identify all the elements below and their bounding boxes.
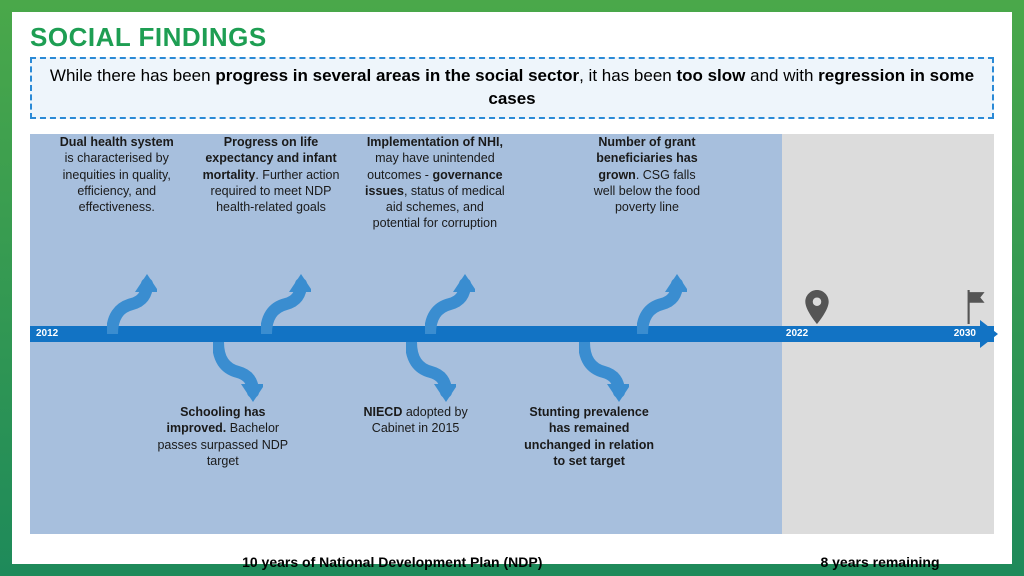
arrow-down-1 xyxy=(406,342,456,407)
timeline-bar: 2012 2022 2030 xyxy=(30,326,994,342)
flag-icon xyxy=(962,290,988,329)
page-title: SOCIAL FINDINGS xyxy=(30,22,994,53)
arrow-up-2 xyxy=(425,274,475,339)
note-up-1: Progress on life expectancy and infant m… xyxy=(199,134,344,215)
summary-banner: While there has been progress in several… xyxy=(30,57,994,119)
year-end: 2030 xyxy=(954,328,976,339)
note-down-1: NIECD adopted by Cabinet in 2015 xyxy=(346,404,486,437)
footer-left: 10 years of National Development Plan (N… xyxy=(242,554,542,570)
banner-text: While there has been progress in several… xyxy=(50,66,974,108)
note-up-3: Number of grant beneficiaries has grown.… xyxy=(587,134,707,215)
pin-icon xyxy=(804,290,830,332)
note-down-0: Schooling has improved. Bachelor passes … xyxy=(153,404,293,469)
note-down-2: Stunting prevalence has remained unchang… xyxy=(519,404,659,469)
arrow-down-2 xyxy=(579,342,629,407)
gradient-frame: SOCIAL FINDINGS While there has been pro… xyxy=(0,0,1024,576)
year-start: 2012 xyxy=(36,328,58,339)
timeline-stage: 2012 2022 2030 xyxy=(30,134,994,534)
note-up-2: Implementation of NHI, may have unintend… xyxy=(365,134,505,232)
arrow-up-3 xyxy=(637,274,687,339)
note-up-0: Dual health system is characterised by i… xyxy=(57,134,177,215)
arrow-down-0 xyxy=(213,342,263,407)
footer-right: 8 years remaining xyxy=(820,554,939,570)
slide-canvas: SOCIAL FINDINGS While there has been pro… xyxy=(12,12,1012,564)
arrow-up-1 xyxy=(261,274,311,339)
arrow-up-0 xyxy=(107,274,157,339)
